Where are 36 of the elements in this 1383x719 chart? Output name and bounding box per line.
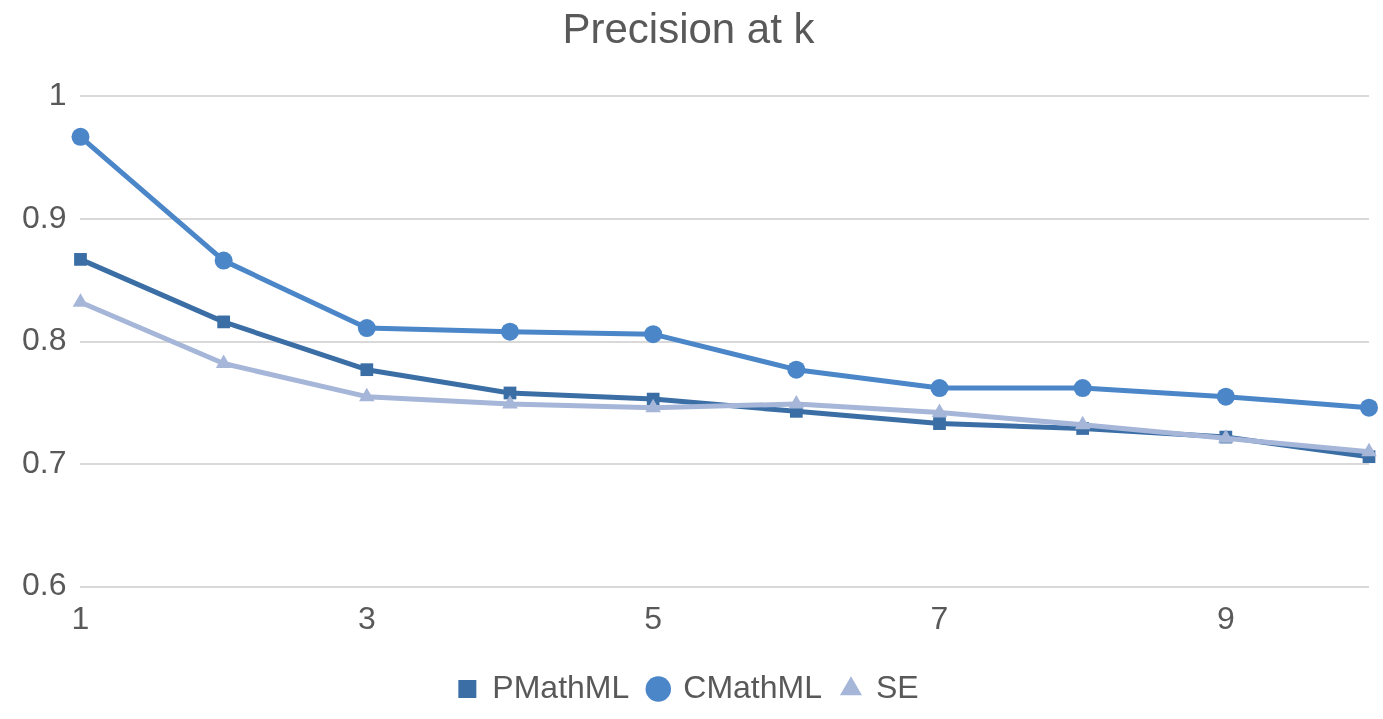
point — [930, 379, 949, 398]
point — [1074, 415, 1091, 430]
point — [359, 387, 375, 402]
point — [788, 395, 805, 409]
legend-label: SE — [875, 668, 919, 705]
point — [74, 253, 87, 266]
x-tick-label: 9 — [1216, 599, 1235, 636]
point — [787, 360, 806, 379]
point — [500, 322, 519, 341]
point — [357, 319, 376, 338]
y-tick-label: 0.6 — [22, 566, 67, 603]
y-tick-label: 0.9 — [22, 198, 67, 235]
point — [644, 325, 663, 344]
point — [1360, 398, 1378, 417]
y-tick-label: 1 — [48, 76, 67, 113]
chart-title: Precision at k — [562, 4, 816, 52]
legend-label: CMathML — [683, 668, 822, 705]
point — [1361, 442, 1377, 457]
y-tick-label: 0.7 — [22, 443, 67, 480]
point — [360, 363, 374, 377]
x-tick-label: 1 — [71, 599, 90, 636]
point — [645, 398, 661, 413]
y-tick-label: 0.8 — [22, 321, 67, 358]
point — [214, 251, 233, 270]
point — [1073, 379, 1092, 398]
point — [217, 315, 231, 329]
point — [215, 354, 232, 369]
point — [502, 395, 518, 409]
point — [933, 417, 946, 430]
legend-label: PMathML — [492, 668, 630, 705]
point — [931, 403, 948, 418]
point — [1216, 387, 1235, 406]
x-tick-label: 5 — [644, 599, 663, 636]
x-tick-label: 3 — [357, 599, 376, 636]
x-tick-label: 7 — [930, 599, 949, 636]
point — [71, 127, 90, 146]
